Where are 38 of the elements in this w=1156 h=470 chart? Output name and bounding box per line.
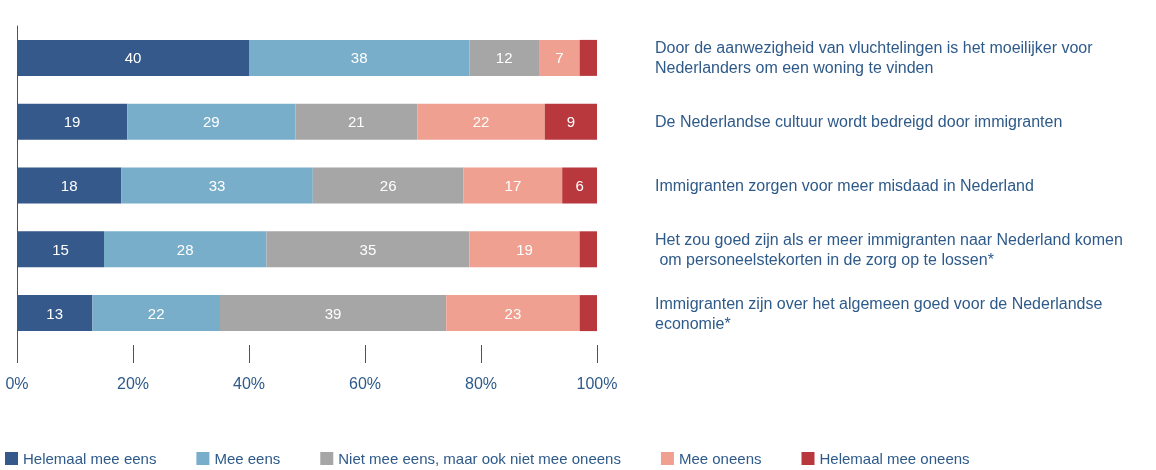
data-label: 19 [63,113,81,131]
y-tick-label: De Nederlandse cultuur wordt bedreigd door immigranten [655,113,1063,131]
y-tick-label: Het zou goed zijn als er meer immigranten naar Nederland komen om personeelstekorten in de zorg op te lossen* [655,230,1123,268]
x-tick-label: 100% [576,374,618,392]
legend-label: Mee eens [214,450,281,467]
x-tick-label: 60% [348,374,382,392]
data-label: 40 [124,49,142,67]
data-label: 35 [359,240,377,258]
data-label: 12 [495,49,513,67]
data-label: 6 [575,177,584,194]
x-tick-label: 40% [232,374,266,392]
data-label: 19 [516,240,533,258]
data-label: 21 [347,113,365,131]
legend-label: Helemaal mee eens [23,450,157,467]
x-tick-label: 20% [116,374,150,392]
data-label: 7 [555,49,564,67]
legend-label: Helemaal mee oneens [819,450,970,467]
data-label: 22 [472,113,490,131]
data-label: 26 [379,177,397,194]
data-label: 18 [60,177,78,194]
data-label: 39 [324,304,342,322]
data-label: 33 [208,177,226,194]
y-tick-label: Immigranten zijn over het algemeen goed voor de Nederlandse economie* [655,294,1107,332]
y-tick-label: Door de aanwezigheid van vluchtelingen is het moeilijker voor Nederlanders om een woning te vinden [655,39,1098,77]
data-label: 17 [504,177,522,194]
data-label: 9 [566,113,576,131]
data-label: 38 [350,49,368,67]
data-label: 23 [504,304,522,322]
x-tick-label: 0% [5,374,29,392]
legend-label: Mee oneens [678,450,762,467]
data-label: 13 [46,304,64,322]
data-label: 28 [176,240,194,258]
legend-label: Niet mee eens, maar ook niet mee oneens [338,450,621,467]
x-tick-label: 80% [464,374,498,392]
y-tick-label: Immigranten zorgen voor meer misdaad in Nederland [655,177,1034,194]
data-label: 22 [147,304,165,322]
data-label: 15 [52,240,69,258]
data-label: 29 [202,113,220,131]
